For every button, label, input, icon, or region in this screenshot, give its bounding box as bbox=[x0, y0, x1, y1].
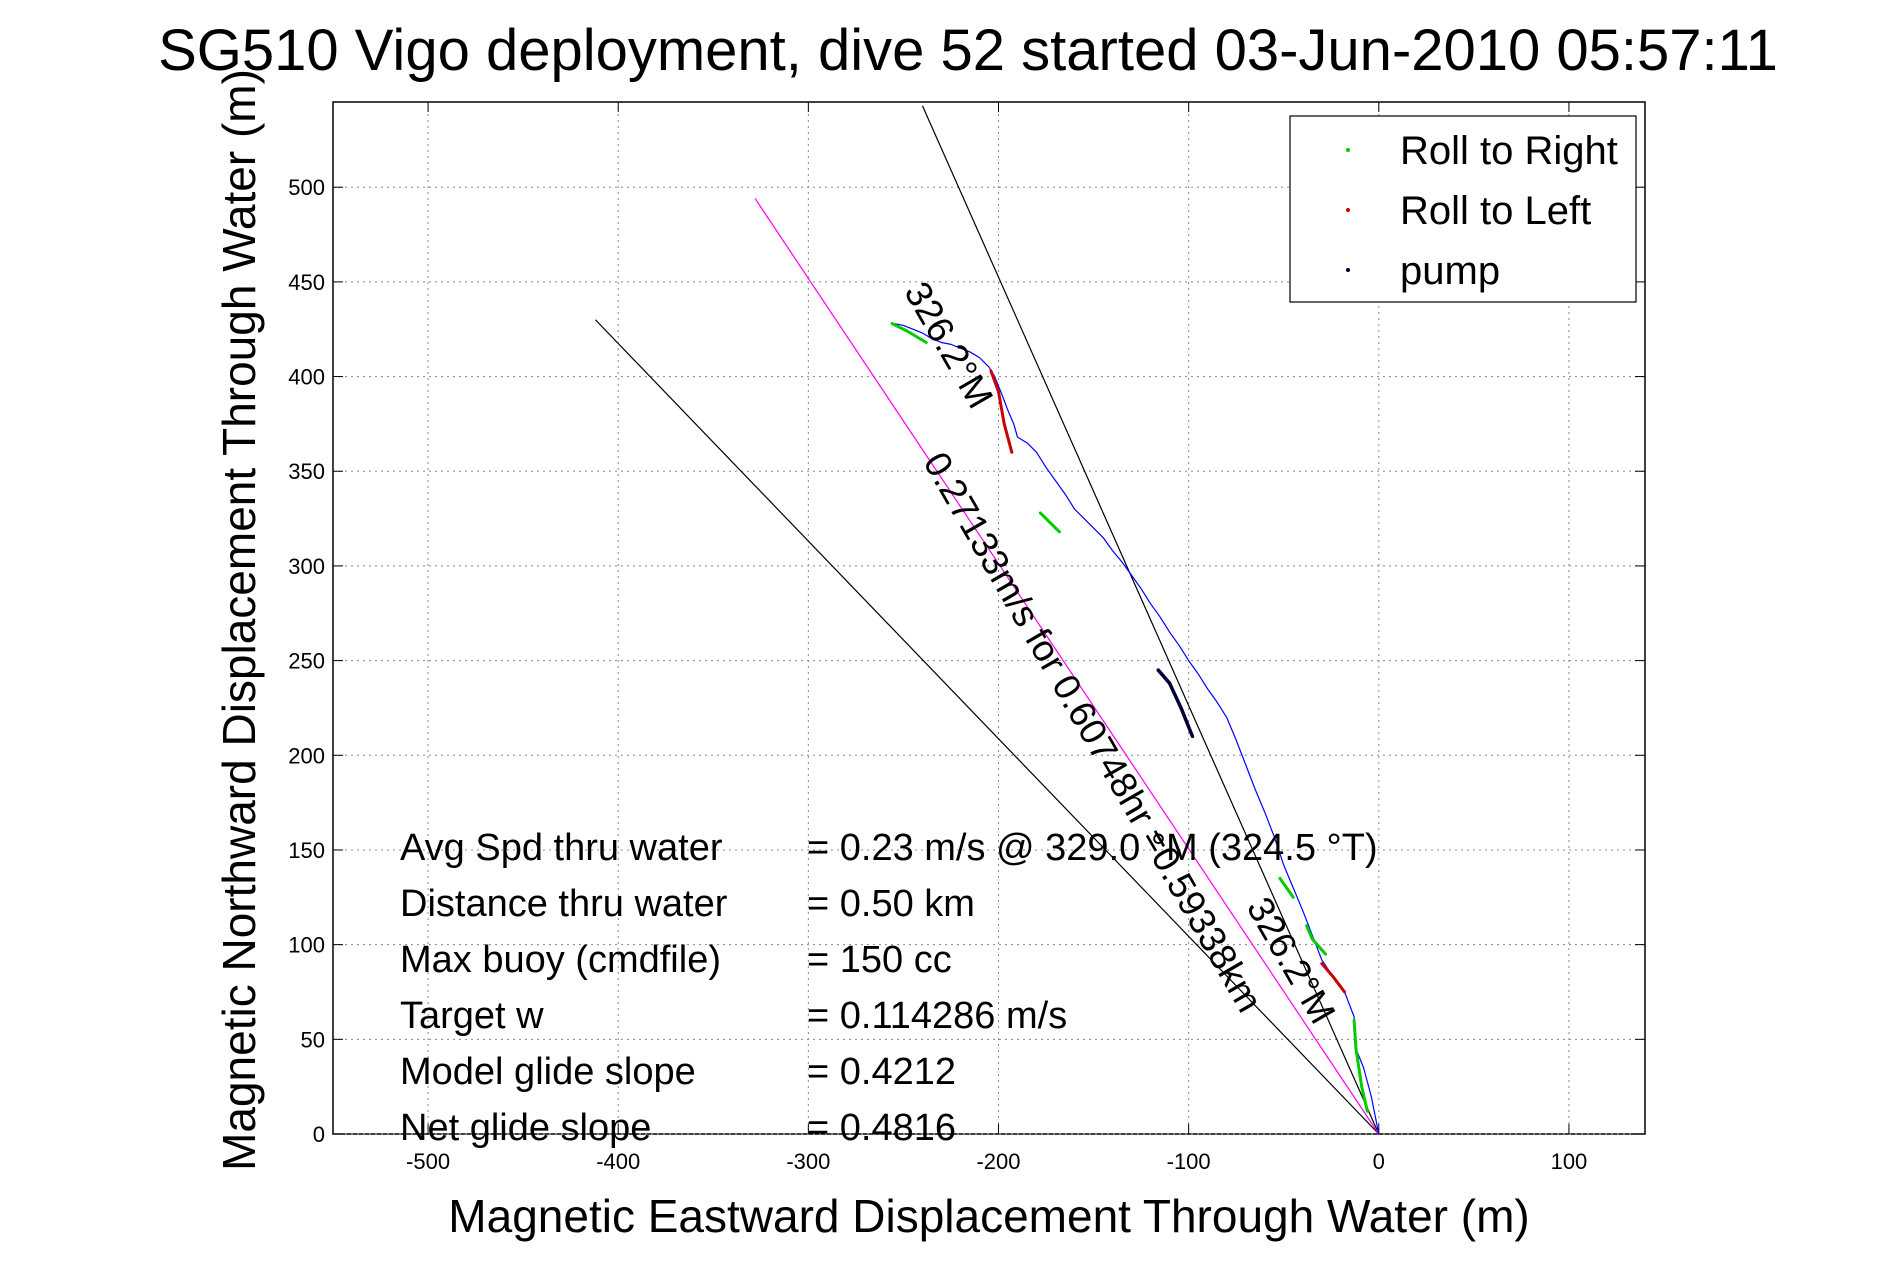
stat-value: = 150 cc bbox=[807, 939, 952, 981]
stat-label: Avg Spd thru water bbox=[400, 827, 723, 869]
chart-title: SG510 Vigo deployment, dive 52 started 0… bbox=[158, 18, 1778, 83]
y-tick-label: 100 bbox=[288, 933, 325, 958]
roll-right-segment bbox=[1352, 1018, 1369, 1113]
roll-left-segment bbox=[1320, 962, 1347, 994]
pump-segment bbox=[1156, 668, 1195, 739]
track-layer bbox=[890, 322, 1380, 1135]
legend: Roll to Right Roll to Left pump bbox=[1289, 115, 1637, 303]
plot-area: -500 -400 -300 -200 -100 0 100 0 50 100 150 200 250 3… bbox=[288, 101, 1646, 1174]
reference-line bbox=[594, 319, 1380, 1135]
y-tick-label: 50 bbox=[301, 1027, 325, 1052]
y-tick-label: 0 bbox=[313, 1122, 325, 1147]
roll-right-segment bbox=[1038, 511, 1061, 534]
y-axis-label: Magnetic Northward Displacement Through … bbox=[213, 69, 265, 1171]
roll-right-segment bbox=[890, 322, 928, 344]
stat-value: = 0.4816 bbox=[807, 1107, 956, 1149]
x-tick-label: 100 bbox=[1551, 1149, 1588, 1174]
reference-line bbox=[754, 198, 1380, 1135]
reference-lines-layer bbox=[594, 105, 1380, 1135]
legend-marker bbox=[1346, 148, 1350, 152]
legend-marker bbox=[1346, 208, 1350, 212]
y-tick-label: 350 bbox=[288, 459, 325, 484]
x-tick-label: -400 bbox=[596, 1149, 640, 1174]
ticks-layer: -500 -400 -300 -200 -100 0 100 0 50 100 150 200 250 3… bbox=[288, 102, 1645, 1174]
stats-layer: Avg Spd thru water = 0.23 m/s @ 329.0 °M … bbox=[400, 827, 1378, 1149]
stat-value: = 0.4212 bbox=[807, 1051, 956, 1093]
stat-label: Max buoy (cmdfile) bbox=[400, 939, 721, 981]
roll-right-segment bbox=[1278, 876, 1295, 899]
y-tick-label: 250 bbox=[288, 649, 325, 674]
stat-value: = 0.23 m/s @ 329.0 °M (324.5 °T) bbox=[807, 827, 1378, 869]
y-tick-label: 200 bbox=[288, 743, 325, 768]
dive-track-line bbox=[893, 322, 1380, 1135]
legend-label: Roll to Left bbox=[1400, 189, 1591, 233]
x-tick-label: -100 bbox=[1167, 1149, 1211, 1174]
y-tick-label: 300 bbox=[288, 554, 325, 579]
stat-label: Target w bbox=[400, 995, 544, 1037]
x-tick-label: -500 bbox=[406, 1149, 450, 1174]
roll-left-segment bbox=[989, 369, 1014, 454]
legend-label: pump bbox=[1400, 249, 1500, 293]
y-tick-label: 450 bbox=[288, 270, 325, 295]
x-axis-label: Magnetic Eastward Displacement Through W… bbox=[448, 1190, 1529, 1242]
stat-label: Distance thru water bbox=[400, 883, 728, 925]
stat-value: = 0.50 km bbox=[807, 883, 975, 925]
reference-line bbox=[921, 105, 1380, 1135]
legend-label: Roll to Right bbox=[1400, 129, 1618, 173]
y-tick-label: 150 bbox=[288, 838, 325, 863]
x-tick-label: -300 bbox=[786, 1149, 830, 1174]
y-tick-label: 400 bbox=[288, 365, 325, 390]
x-tick-label: -200 bbox=[976, 1149, 1020, 1174]
stat-label: Net glide slope bbox=[400, 1107, 651, 1149]
roll-right-segment bbox=[1305, 924, 1328, 956]
stat-value: = 0.114286 m/s bbox=[807, 995, 1067, 1037]
x-tick-label: 0 bbox=[1373, 1149, 1385, 1174]
y-tick-label: 500 bbox=[288, 175, 325, 200]
stat-label: Model glide slope bbox=[400, 1051, 696, 1093]
legend-marker bbox=[1346, 268, 1350, 272]
